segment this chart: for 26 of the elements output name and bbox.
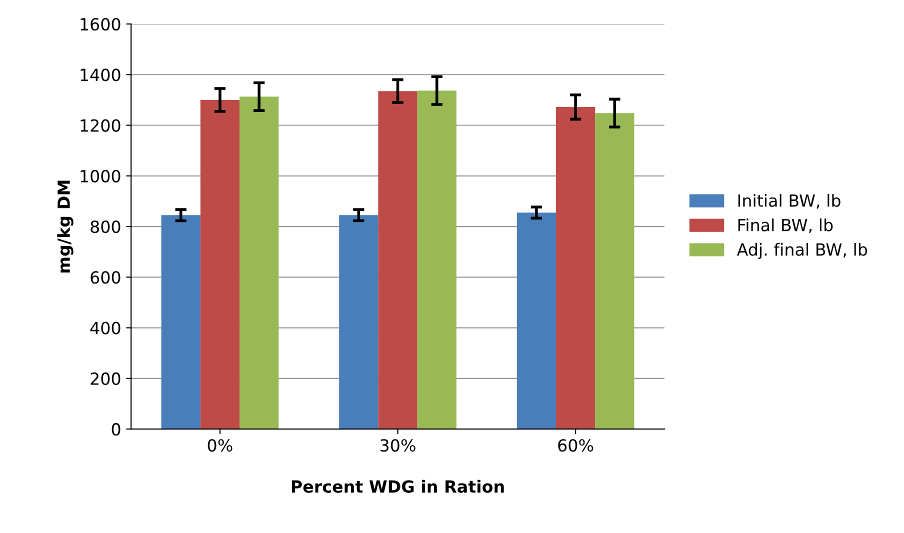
bar xyxy=(595,113,634,430)
y-tick-label: 800 xyxy=(90,220,120,234)
x-tick-label: 60% xyxy=(558,439,594,452)
bar xyxy=(516,212,556,430)
bar xyxy=(161,215,200,430)
x-axis-title: Percent WDG in Ration xyxy=(292,480,504,493)
x-tick-label: 0% xyxy=(208,439,232,452)
bar xyxy=(339,215,378,430)
bar xyxy=(378,91,418,430)
bar xyxy=(417,90,456,430)
bar xyxy=(556,107,596,430)
y-tick-label: 1400 xyxy=(80,68,120,82)
legend-label: Adj. final BW, lb xyxy=(736,242,868,260)
y-tick-label: 400 xyxy=(90,322,120,334)
bar xyxy=(200,100,240,430)
y-axis-title: mg/kg DM xyxy=(57,180,74,272)
y-tick-label: 0 xyxy=(112,423,120,436)
y-tick-label: 1200 xyxy=(80,119,120,132)
x-tick-label: 30% xyxy=(380,439,416,452)
y-tick-label: 1600 xyxy=(80,18,120,31)
y-tick-label: 200 xyxy=(90,372,120,385)
legend-label: Initial BW, lb xyxy=(738,194,840,209)
bar xyxy=(240,96,279,430)
y-tick-label: 1000 xyxy=(80,170,120,182)
y-tick-label: 600 xyxy=(90,271,120,284)
legend-label: Final BW, lb xyxy=(738,218,833,234)
